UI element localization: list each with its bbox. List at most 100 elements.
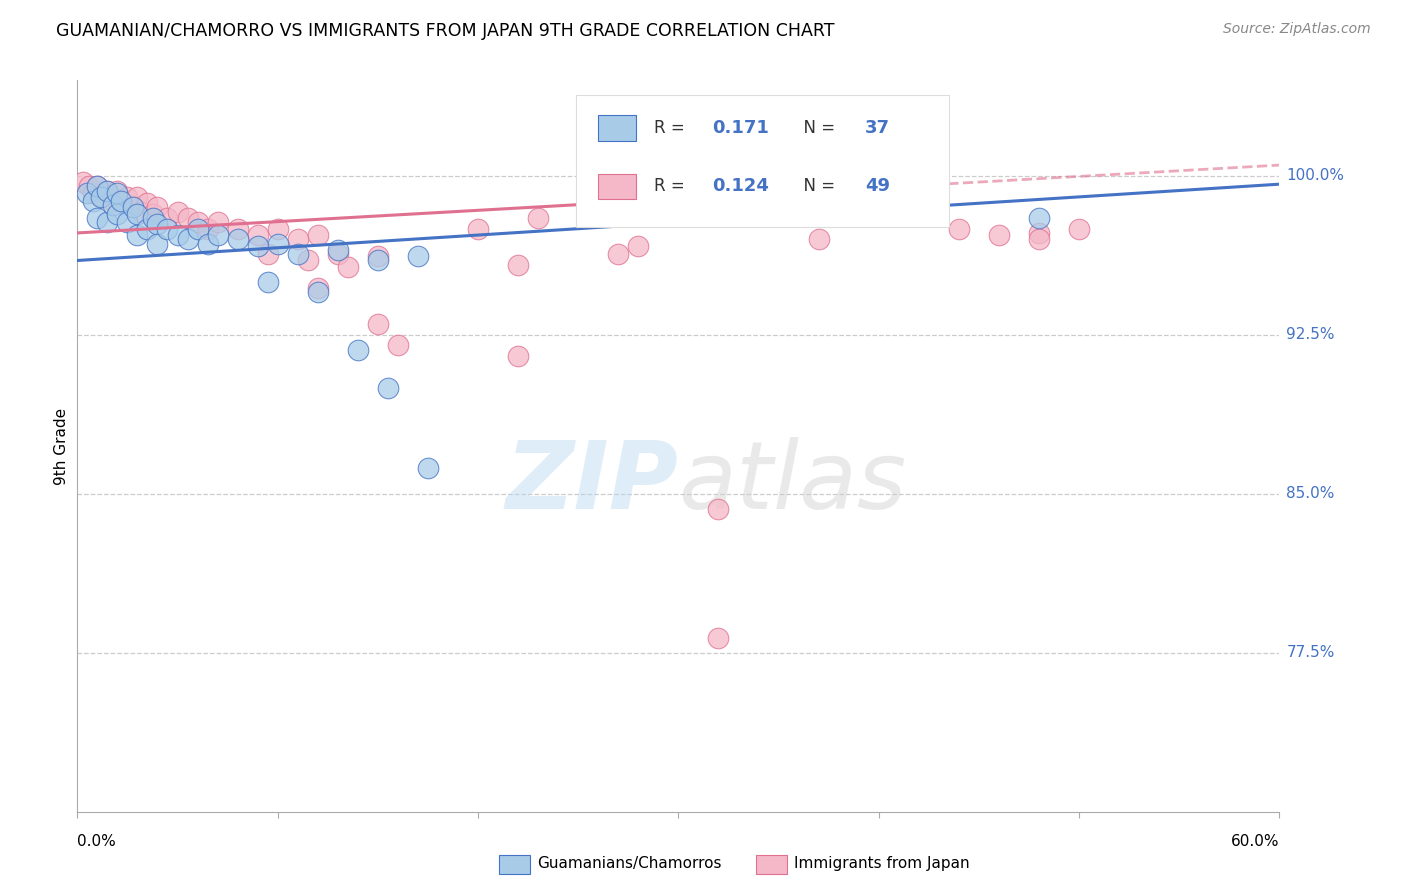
Point [988, 228, 1011, 243]
FancyBboxPatch shape [576, 95, 949, 227]
Point [226, 221, 249, 235]
Text: 92.5%: 92.5% [1286, 327, 1334, 343]
Point [136, 196, 159, 211]
Point [416, 461, 439, 475]
Point [256, 275, 278, 289]
Point [76, 186, 98, 200]
Point [142, 207, 165, 221]
Point [107, 207, 129, 221]
Text: 37: 37 [865, 119, 890, 136]
Point [86, 179, 108, 194]
Point [467, 221, 489, 235]
Point [387, 338, 409, 352]
Point [146, 201, 169, 215]
Point [96, 215, 118, 229]
Point [948, 221, 970, 235]
Point [307, 228, 329, 243]
Point [90, 190, 112, 204]
Point [326, 247, 349, 261]
Point [1028, 226, 1050, 240]
Point [707, 631, 730, 645]
Point [127, 228, 149, 243]
Point [807, 232, 830, 246]
Text: N =: N = [793, 119, 839, 136]
Point [307, 285, 329, 300]
Point [207, 228, 229, 243]
Point [508, 349, 530, 363]
Point [508, 258, 530, 272]
Point [146, 236, 169, 251]
Text: Source: ZipAtlas.com: Source: ZipAtlas.com [1223, 22, 1371, 37]
Point [1028, 211, 1050, 225]
Point [367, 253, 389, 268]
Point [207, 215, 229, 229]
Point [103, 194, 125, 208]
Point [406, 249, 429, 263]
Point [256, 247, 278, 261]
Point [122, 201, 145, 215]
Text: 0.0%: 0.0% [77, 834, 117, 849]
Point [156, 211, 179, 225]
Text: N =: N = [793, 178, 839, 195]
Point [627, 238, 650, 252]
Point [707, 501, 730, 516]
Point [127, 190, 149, 204]
Text: 85.0%: 85.0% [1286, 486, 1334, 501]
Point [527, 211, 550, 225]
Text: R =: R = [654, 178, 690, 195]
Point [246, 228, 269, 243]
Point [107, 186, 129, 200]
Point [336, 260, 359, 274]
Point [287, 247, 309, 261]
Text: 0.171: 0.171 [711, 119, 769, 136]
Point [110, 194, 132, 208]
Point [72, 175, 94, 189]
Point [96, 184, 118, 198]
Text: 49: 49 [865, 178, 890, 195]
Point [82, 194, 104, 208]
Text: 0.124: 0.124 [711, 178, 769, 195]
Point [1069, 221, 1091, 235]
Bar [598, 174, 636, 199]
Point [246, 238, 269, 252]
Point [79, 179, 101, 194]
Point [267, 236, 290, 251]
Text: 60.0%: 60.0% [1232, 834, 1279, 849]
Text: Immigrants from Japan: Immigrants from Japan [794, 856, 970, 871]
Point [146, 218, 169, 232]
Point [96, 184, 118, 198]
Point [166, 204, 188, 219]
Point [117, 190, 139, 204]
Point [117, 215, 139, 229]
Point [127, 207, 149, 221]
Point [197, 221, 219, 235]
Point [267, 221, 290, 235]
Point [287, 232, 309, 246]
Point [176, 232, 198, 246]
Text: 77.5%: 77.5% [1286, 645, 1334, 660]
Point [1028, 232, 1050, 246]
Point [347, 343, 370, 357]
Y-axis label: 9th Grade: 9th Grade [53, 408, 69, 484]
Text: ZIP: ZIP [506, 436, 679, 529]
Bar [598, 115, 636, 141]
Text: GUAMANIAN/CHAMORRO VS IMMIGRANTS FROM JAPAN 9TH GRADE CORRELATION CHART: GUAMANIAN/CHAMORRO VS IMMIGRANTS FROM JA… [56, 22, 835, 40]
Text: Guamanians/Chamorros: Guamanians/Chamorros [537, 856, 721, 871]
Point [297, 253, 319, 268]
Point [103, 198, 125, 212]
Point [122, 201, 145, 215]
Point [176, 211, 198, 225]
Point [307, 281, 329, 295]
Point [90, 190, 112, 204]
Point [197, 236, 219, 251]
Point [367, 249, 389, 263]
Point [107, 184, 129, 198]
Point [186, 215, 209, 229]
Point [82, 186, 104, 200]
Point [86, 211, 108, 225]
Point [110, 194, 132, 208]
Point [367, 317, 389, 331]
Point [142, 211, 165, 225]
Point [86, 179, 108, 194]
Point [166, 228, 188, 243]
